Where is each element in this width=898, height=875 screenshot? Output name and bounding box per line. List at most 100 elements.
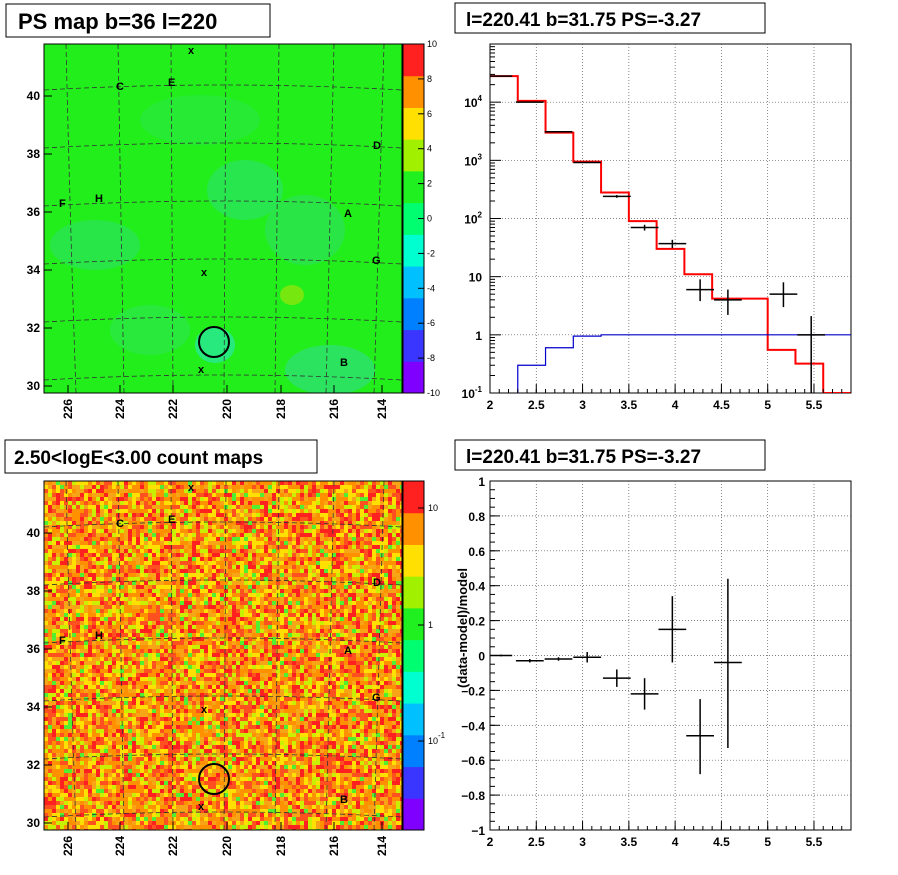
count-pixel: [376, 541, 380, 545]
count-pixel: [88, 689, 92, 693]
count-pixel: [376, 557, 380, 561]
count-pixel: [88, 617, 92, 621]
count-pixel: [228, 653, 232, 657]
count-pixel: [160, 541, 164, 545]
count-pixel: [340, 493, 344, 497]
count-pixel: [320, 665, 324, 669]
count-pixel: [276, 497, 280, 501]
count-pixel: [68, 665, 72, 669]
count-pixel: [260, 501, 264, 505]
count-pixel: [88, 489, 92, 493]
count-pixel: [128, 597, 132, 601]
count-pixel: [64, 541, 68, 545]
count-pixel: [332, 637, 336, 641]
count-pixel: [324, 653, 328, 657]
count-pixel: [268, 545, 272, 549]
count-pixel: [276, 541, 280, 545]
count-pixel: [364, 513, 368, 517]
count-pixel: [284, 537, 288, 541]
count-pixel: [212, 561, 216, 565]
count-pixel: [132, 557, 136, 561]
count-pixel: [248, 581, 252, 585]
count-pixel: [76, 689, 80, 693]
count-pixel: [96, 573, 100, 577]
count-pixel: [380, 621, 384, 625]
ps-colorbar-label: -6: [427, 318, 435, 328]
count-pixel: [276, 657, 280, 661]
count-pixel: [52, 629, 56, 633]
count-pixel: [100, 685, 104, 689]
count-pixel: [240, 609, 244, 613]
count-pixel: [184, 569, 188, 573]
count-pixel: [312, 561, 316, 565]
count-pixel: [212, 673, 216, 677]
count-pixel: [340, 521, 344, 525]
count-pixel: [76, 621, 80, 625]
count-pixel: [228, 565, 232, 569]
count-pixel: [356, 509, 360, 513]
count-pixel: [256, 661, 260, 665]
count-pixel: [380, 601, 384, 605]
count-pixel: [100, 517, 104, 521]
count-pixel: [124, 613, 128, 617]
count-pixel: [336, 505, 340, 509]
count-pixel: [156, 617, 160, 621]
count-pixel: [248, 629, 252, 633]
count-pixel: [200, 621, 204, 625]
count-pixel: [148, 585, 152, 589]
count-pixel: [384, 525, 388, 529]
count-pixel: [104, 645, 108, 649]
count-pixel: [276, 629, 280, 633]
count-pixel: [112, 549, 116, 553]
count-pixel: [72, 649, 76, 653]
count-pixel: [108, 505, 112, 509]
count-pixel: [256, 525, 260, 529]
count-pixel: [288, 653, 292, 657]
count-pixel: [288, 661, 292, 665]
count-pixel: [192, 689, 196, 693]
count-pixel: [388, 545, 392, 549]
count-pixel: [68, 553, 72, 557]
count-pixel: [304, 501, 308, 505]
count-pixel: [128, 485, 132, 489]
count-pixel: [300, 533, 304, 537]
count-pixel: [124, 597, 128, 601]
count-pixel: [388, 513, 392, 517]
count-pixel: [372, 501, 376, 505]
count-pixel: [360, 597, 364, 601]
count-pixel: [336, 677, 340, 681]
count-pixel: [136, 645, 140, 649]
count-pixel: [80, 653, 84, 657]
count-pixel: [256, 657, 260, 661]
count-pixel: [128, 533, 132, 537]
count-pixel: [168, 525, 172, 529]
count-pixel: [128, 557, 132, 561]
count-pixel: [320, 529, 324, 533]
count-pixel: [128, 497, 132, 501]
count-pixel: [288, 537, 292, 541]
count-pixel: [312, 513, 316, 517]
count-pixel: [96, 597, 100, 601]
count-pixel: [368, 505, 372, 509]
count-pixel: [144, 545, 148, 549]
count-pixel: [48, 553, 52, 557]
count-pixel: [72, 533, 76, 537]
count-pixel: [180, 577, 184, 581]
count-pixel: [244, 669, 248, 673]
count-pixel: [76, 629, 80, 633]
count-pixel: [200, 533, 204, 537]
count-pixel: [396, 561, 400, 565]
count-pixel: [100, 481, 104, 485]
count-pixel: [308, 593, 312, 597]
count-pixel: [100, 669, 104, 673]
count-pixel: [384, 657, 388, 661]
count-pixel: [104, 533, 108, 537]
count-pixel: [212, 681, 216, 685]
count-pixel: [100, 657, 104, 661]
count-pixel: [220, 573, 224, 577]
count-pixel: [248, 513, 252, 517]
ps-map-source-g: G: [372, 255, 381, 267]
count-pixel: [360, 621, 364, 625]
count-pixel: [204, 481, 208, 485]
count-pixel: [336, 529, 340, 533]
